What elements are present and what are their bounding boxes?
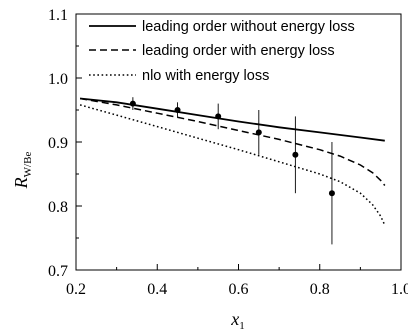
data-point [255,129,262,136]
x-axis-label: x1 [230,309,245,332]
series-line-3 [79,104,386,226]
legend-label-3: nlo with energy loss [142,68,269,84]
x-tick-label: 0.4 [147,281,167,298]
data-points-layer [129,97,335,245]
x-tick-label: 0.6 [229,281,249,298]
legend: leading order without energy loss leading… [89,19,355,84]
y-axis-label: RW/Be [11,152,34,190]
x-tick-label: 1.0 [391,281,408,298]
x-tick-label: 0.8 [310,281,330,298]
legend-label-2: leading order with energy loss [142,43,335,59]
y-tick-label: 1.0 [48,71,68,88]
data-point [215,113,222,120]
axis-ticks: 0.2 0.4 0.6 0.8 1.0 0.7 0.8 0.9 1.0 1.1 [48,7,408,298]
y-tick-label: 0.8 [48,199,68,216]
data-point [129,100,136,107]
series-line-1 [80,97,385,142]
data-point [174,107,181,113]
legend-label-1: leading order without energy loss [142,19,355,35]
data-point [328,190,335,197]
plot-area: 0.2 0.4 0.6 0.8 1.0 0.7 0.8 0.9 1.0 1.1 [48,7,408,298]
series-line-2 [79,97,386,186]
x-tick-label: 0.2 [66,281,86,298]
series-layer [79,97,386,226]
y-tick-label: 0.7 [48,263,68,280]
y-tick-label: 0.9 [48,135,68,152]
y-tick-label: 1.1 [48,7,68,24]
data-point [292,151,299,158]
